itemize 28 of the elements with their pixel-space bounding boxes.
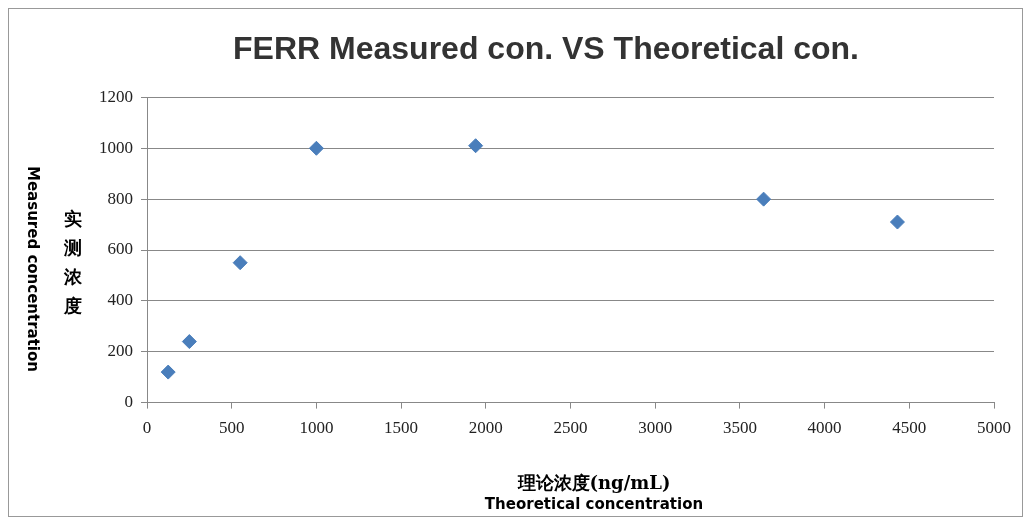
- x-tick-label: 4500: [892, 418, 927, 438]
- point: [232, 255, 248, 271]
- y-tick-label: 1200: [99, 86, 133, 106]
- x-tick-label: 2500: [553, 418, 588, 438]
- x-tick-label: 5000: [977, 418, 1011, 438]
- y-tick-label: 400: [107, 290, 133, 310]
- y-tick-label: 600: [107, 239, 133, 259]
- x-axis-title: 理论浓度(ng/mL) Theoretical concentration: [483, 471, 705, 513]
- point: [756, 191, 772, 207]
- x-tick-label: 3000: [638, 418, 673, 438]
- point: [160, 364, 176, 380]
- x-tick-label: 4000: [807, 418, 842, 438]
- chart-title: FERR Measured con. VS Theoretical con.: [233, 30, 859, 67]
- y-tick-label: 1000: [99, 137, 133, 157]
- x-tick-label: 2000: [468, 418, 503, 438]
- y-tick-label: 0: [124, 392, 133, 412]
- point: [308, 140, 324, 156]
- x-tick-label: 3500: [722, 418, 757, 438]
- x-tick-label: 500: [218, 418, 245, 438]
- x-tick-label: 0: [142, 418, 152, 438]
- text: Measured concentration 实测浓度: [24, 166, 82, 372]
- y-tick-label: 200: [107, 341, 133, 361]
- point: [468, 138, 484, 154]
- y-tick-label: 800: [107, 188, 133, 208]
- point: [181, 334, 197, 350]
- x-tick-label: 1500: [384, 418, 419, 438]
- point: [889, 214, 905, 230]
- x-tick-label: 1000: [299, 418, 334, 438]
